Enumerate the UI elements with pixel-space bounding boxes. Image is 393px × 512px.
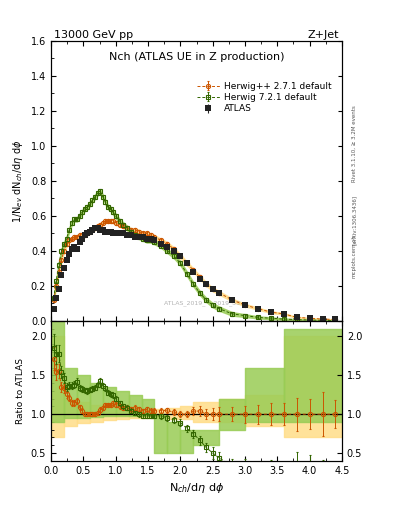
Text: ATLAS_2019_    2019_53: ATLAS_2019_ 2019_53 [164,300,241,306]
Text: Nch (ATLAS UE in Z production): Nch (ATLAS UE in Z production) [109,52,284,62]
Text: Z+Jet: Z+Jet [307,30,339,39]
X-axis label: N$_{ch}$/d$\eta$ d$\phi$: N$_{ch}$/d$\eta$ d$\phi$ [169,481,224,495]
Text: mcplots.cern.ch: mcplots.cern.ch [352,234,357,278]
Y-axis label: Ratio to ATLAS: Ratio to ATLAS [16,358,25,424]
Y-axis label: 1/N$_{ev}$ dN$_{ch}$/d$\eta$ d$\phi$: 1/N$_{ev}$ dN$_{ch}$/d$\eta$ d$\phi$ [11,139,25,223]
Text: 13000 GeV pp: 13000 GeV pp [54,30,133,39]
Text: [arXiv:1306.3436]: [arXiv:1306.3436] [352,195,357,245]
Text: Rivet 3.1.10, ≥ 3.2M events: Rivet 3.1.10, ≥ 3.2M events [352,105,357,182]
Legend: Herwig++ 2.7.1 default, Herwig 7.2.1 default, ATLAS: Herwig++ 2.7.1 default, Herwig 7.2.1 def… [195,79,334,116]
